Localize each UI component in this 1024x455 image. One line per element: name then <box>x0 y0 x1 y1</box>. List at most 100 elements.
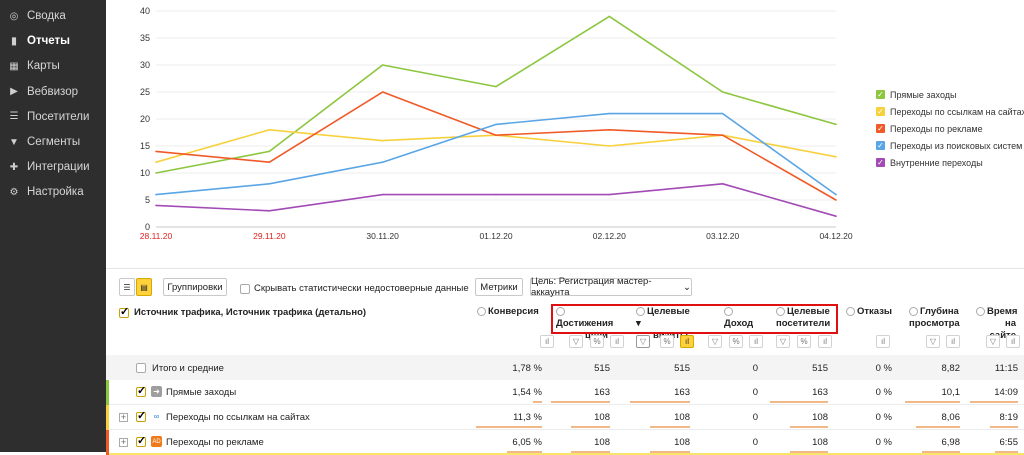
sort-bars-icon: ıl <box>951 337 955 346</box>
sort-bars-button[interactable]: ıl <box>818 335 832 348</box>
sidebar-item-6[interactable]: ✚ Интеграции <box>0 155 106 179</box>
table-row[interactable]: + ∞ Переходы по ссылкам на сайтах 11,3 % 108… <box>106 405 1024 430</box>
column-header-line1: Целевые ▾ <box>636 306 694 330</box>
sidebar-item-0[interactable]: ◎ Сводка <box>0 4 106 28</box>
column-header-6[interactable]: Глубина просмотра <box>909 306 964 330</box>
help-icon[interactable] <box>556 306 565 316</box>
sidebar-item-7[interactable]: ⚙ Настройка <box>0 180 106 204</box>
column-header-1[interactable]: Достиженияцели <box>556 306 614 342</box>
filter-icon: ▼ <box>9 136 19 148</box>
column-header-3[interactable]: Доход <box>724 306 762 330</box>
data-point <box>495 134 497 136</box>
column-header-5[interactable]: Отказы <box>846 306 896 318</box>
sidebar-item-1[interactable]: ▮ Отчеты <box>0 29 106 53</box>
cell-value: 108 <box>674 412 690 423</box>
column-header-4[interactable]: Целевые посетители <box>776 306 832 330</box>
x-tick-label: 04.12.20 <box>819 231 852 241</box>
row-checkbox[interactable] <box>136 384 146 397</box>
filter-button[interactable]: ▽ <box>708 335 722 348</box>
table-row[interactable]: ➜ Прямые заходы 1,54 % 163 163 0 163 0 % 10,1 14:… <box>106 380 1024 405</box>
value-bar <box>570 426 610 428</box>
sort-bars-button[interactable]: ıl <box>876 335 890 348</box>
row-checkbox[interactable] <box>136 409 146 422</box>
hide-unreliable-option[interactable]: Скрывать статистически недостоверные дан… <box>240 282 485 295</box>
dimension-header[interactable]: Источник трафика, Источник трафика (дета… <box>119 305 366 318</box>
sort-bars-button[interactable]: ıl <box>540 335 554 348</box>
help-icon[interactable] <box>909 306 918 316</box>
hide-unreliable-checkbox[interactable] <box>240 283 250 294</box>
row-color-marker <box>106 380 109 405</box>
filter-button[interactable]: ▽ <box>569 335 583 348</box>
sort-bars-button[interactable]: ıl <box>946 335 960 348</box>
column-header-7[interactable]: Время на сайте <box>976 306 1022 342</box>
sort-bars-icon: ıl <box>754 337 758 346</box>
sidebar-item-4[interactable]: ☰ Посетители <box>0 105 106 129</box>
sidebar-item-label: Карты <box>27 60 60 73</box>
filter-button[interactable]: ▽ <box>926 335 940 348</box>
legend-label: Переходы по ссылкам на сайтах <box>890 106 1024 117</box>
legend-checkbox-icon[interactable]: ✓ <box>876 90 885 99</box>
sidebar-item-5[interactable]: ▼ Сегменты <box>0 130 106 154</box>
y-tick-label: 5 <box>145 195 150 205</box>
column-header-line2: просмотра <box>909 318 960 329</box>
sort-bars-icon: ıl <box>1011 337 1015 346</box>
sort-bars-icon: ıl <box>685 337 689 346</box>
select-all-checkbox[interactable] <box>119 305 129 318</box>
legend-checkbox-icon[interactable]: ✓ <box>876 107 885 116</box>
sort-bars-button[interactable]: ıl <box>680 335 694 348</box>
legend-checkbox-icon[interactable]: ✓ <box>876 141 885 150</box>
cell-value: 0 % <box>875 437 892 448</box>
filter-button[interactable]: ▽ <box>776 335 790 348</box>
total-checkbox[interactable] <box>136 363 146 373</box>
column-header-title: Конверсия <box>488 306 539 317</box>
legend-item[interactable]: ✓ Переходы по ссылкам на сайтах <box>876 103 1024 120</box>
percent-button[interactable]: % <box>729 335 743 348</box>
legend-item[interactable]: ✓ Внутренние переходы <box>876 154 1024 171</box>
x-tick-label: 28.11.20 <box>140 231 173 241</box>
help-icon[interactable] <box>846 306 855 316</box>
percent-button[interactable]: % <box>797 335 811 348</box>
filter-button[interactable]: ▽ <box>636 335 650 348</box>
table-row[interactable]: + AD Переходы по рекламе 6,05 % 108 108 0 108 0 … <box>106 430 1024 455</box>
goal-select[interactable]: Цель: Регистрация мастер-аккаунта ⌄ <box>530 276 692 298</box>
chart-view-button[interactable]: ▤ <box>136 278 152 296</box>
data-point <box>495 193 497 196</box>
sort-bars-icon: ıl <box>545 337 549 346</box>
sidebar-item-2[interactable]: ▦ Карты <box>0 54 106 78</box>
line-chart: 0 5 10 15 20 25 30 35 40 28.11.20 29.11.20 30.11.20… <box>140 6 853 241</box>
percent-button[interactable]: % <box>660 335 674 348</box>
expand-icon[interactable]: + <box>119 437 128 447</box>
filter-button[interactable]: ▽ <box>986 335 1000 348</box>
value-bar <box>476 426 542 428</box>
groupings-button[interactable]: Группировки <box>163 278 227 296</box>
legend-item[interactable]: ✓ Прямые заходы <box>876 86 1024 103</box>
cell-value: 108 <box>812 412 828 423</box>
list-view-button[interactable]: ☰ <box>119 278 135 296</box>
sidebar-item-3[interactable]: ▶ Вебвизор <box>0 80 106 104</box>
help-icon[interactable] <box>636 306 645 316</box>
help-icon[interactable] <box>976 306 985 316</box>
row-checkbox[interactable] <box>136 434 146 447</box>
metrics-button[interactable]: Метрики <box>475 278 523 296</box>
help-icon[interactable] <box>776 306 785 316</box>
sort-bars-button[interactable]: ıl <box>1006 335 1020 348</box>
help-icon[interactable] <box>477 306 486 316</box>
data-point <box>835 199 837 201</box>
sort-bars-button[interactable]: ıl <box>749 335 763 348</box>
column-header-line2: на сайте <box>989 318 1016 341</box>
column-header-0[interactable]: Конверсия <box>477 306 546 318</box>
help-icon[interactable] <box>724 306 733 316</box>
data-point <box>721 183 724 185</box>
sort-bars-button[interactable]: ıl <box>610 335 624 348</box>
legend-checkbox-icon[interactable]: ✓ <box>876 158 885 167</box>
data-point <box>495 123 497 126</box>
legend-item[interactable]: ✓ Переходы из поисковых систем <box>876 137 1024 154</box>
percent-button[interactable]: % <box>590 335 604 348</box>
sidebar-item-label: Настройка <box>27 186 84 199</box>
total-row: Итого и средние 1,78 % 515 515 0 515 0 % 8,82 1… <box>106 355 1024 380</box>
value-bar <box>905 401 960 403</box>
expand-icon[interactable]: + <box>119 412 128 422</box>
legend-item[interactable]: ✓ Переходы по рекламе <box>876 120 1024 137</box>
sort-bars-icon: ıl <box>881 337 885 346</box>
legend-checkbox-icon[interactable]: ✓ <box>876 124 885 133</box>
